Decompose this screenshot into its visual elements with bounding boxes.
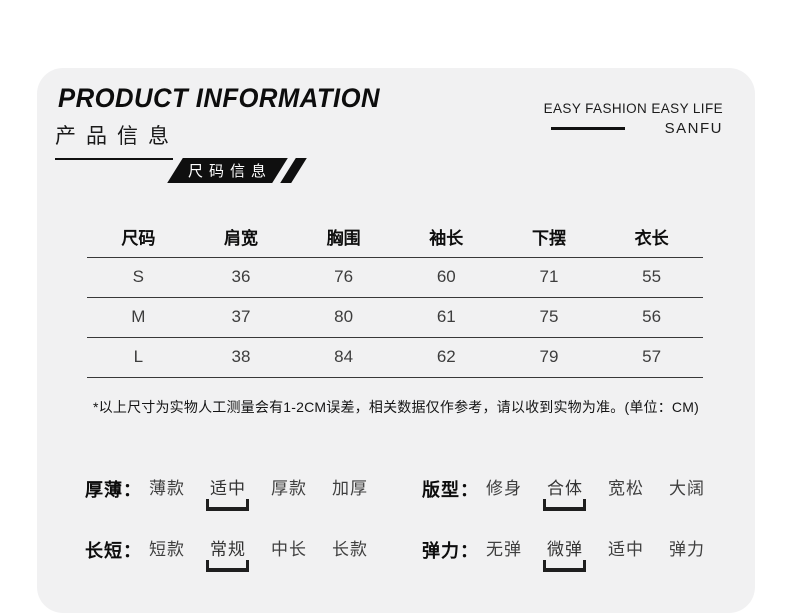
table-cell: 60 (394, 257, 498, 298)
brand-name: SANFU (664, 119, 723, 137)
size-table-header: 尺码 肩宽 胸围 袖长 下摆 衣长 (87, 216, 703, 258)
table-cell: 36 (189, 257, 293, 298)
table-cell: 37 (189, 297, 293, 338)
attr-option: 加厚 (332, 479, 368, 498)
attr-option: 无弹 (486, 540, 522, 559)
table-cell: 84 (292, 337, 395, 378)
attr-option-selected: 合体 (543, 477, 586, 511)
table-row: M 37 80 61 75 56 (87, 297, 703, 338)
table-column-header: 肩宽 (189, 216, 293, 258)
attr-option: 中长 (271, 540, 307, 559)
table-cell: 79 (497, 337, 601, 378)
table-cell: 55 (600, 257, 703, 298)
attr-group-fit: 版型： 修身 合体 宽松 大阔 (422, 476, 730, 511)
attr-label: 版型： (422, 480, 479, 500)
section-divider-line (55, 158, 173, 160)
table-cell: 57 (600, 337, 703, 378)
size-table: 尺码 肩宽 胸围 袖长 下摆 衣长 S 36 76 60 71 55 M 37 80 61 75 56 L 38 84… (87, 216, 703, 378)
attr-option: 适中 (608, 540, 644, 559)
table-column-header: 尺码 (87, 216, 190, 258)
table-cell: 76 (292, 257, 395, 298)
attr-group-length: 长短： 短款 常规 中长 长款 (85, 537, 393, 572)
attr-option-selected: 常规 (206, 538, 249, 572)
table-cell: 61 (394, 297, 498, 338)
attr-option: 大阔 (669, 479, 705, 498)
banner-label: 尺码信息 (188, 163, 273, 180)
table-cell: 71 (497, 257, 601, 298)
table-cell: 62 (394, 337, 498, 378)
table-column-header: 下摆 (497, 216, 601, 258)
table-cell: 38 (189, 337, 293, 378)
attr-option-selected: 适中 (206, 477, 249, 511)
table-column-header: 袖长 (394, 216, 498, 258)
attr-group-thickness: 厚薄： 薄款 适中 厚款 加厚 (85, 476, 393, 511)
table-cell: 80 (292, 297, 395, 338)
page-title-cn: 产品信息 (55, 125, 179, 148)
attr-option: 弹力 (669, 540, 705, 559)
product-info-card: PRODUCT INFORMATION 产品信息 EASY FASHION EA… (37, 68, 755, 613)
brand-tagline: EASY FASHION EASY LIFE (543, 101, 723, 116)
attr-label: 厚薄： (85, 480, 142, 500)
table-row: S 36 76 60 71 55 (87, 257, 703, 298)
page-title-en: PRODUCT INFORMATION (58, 83, 381, 113)
brand-row: SANFU (550, 118, 723, 138)
attr-option: 厚款 (271, 479, 307, 498)
attr-option-selected: 微弹 (543, 538, 586, 572)
table-column-header: 衣长 (600, 216, 703, 258)
attr-option: 宽松 (608, 479, 644, 498)
table-cell: 56 (600, 297, 703, 338)
attr-option: 薄款 (149, 479, 185, 498)
attr-label: 弹力： (422, 541, 479, 561)
table-cell: M (87, 297, 190, 338)
table-cell: L (87, 337, 190, 378)
size-info-banner: 尺码信息 (167, 158, 337, 183)
table-cell: 75 (497, 297, 601, 338)
brand-underline (550, 126, 625, 130)
banner-parallelogram: 尺码信息 (167, 158, 288, 183)
measurement-note: *以上尺寸为实物人工测量会有1-2CM误差，相关数据仅作参考，请以收到实物为准。… (93, 399, 699, 415)
attr-group-elasticity: 弹力： 无弹 微弹 适中 弹力 (422, 537, 730, 572)
attr-option: 短款 (149, 540, 185, 559)
size-table-body: S 36 76 60 71 55 M 37 80 61 75 56 L 38 84 62 79 57 (87, 257, 703, 378)
attr-option: 长款 (332, 540, 368, 559)
table-row: L 38 84 62 79 57 (87, 337, 703, 378)
table-column-header: 胸围 (292, 216, 395, 258)
attr-label: 长短： (85, 541, 142, 561)
table-header-row: 尺码 肩宽 胸围 袖长 下摆 衣长 (87, 216, 703, 258)
attr-option: 修身 (486, 479, 522, 498)
table-cell: S (87, 257, 190, 298)
